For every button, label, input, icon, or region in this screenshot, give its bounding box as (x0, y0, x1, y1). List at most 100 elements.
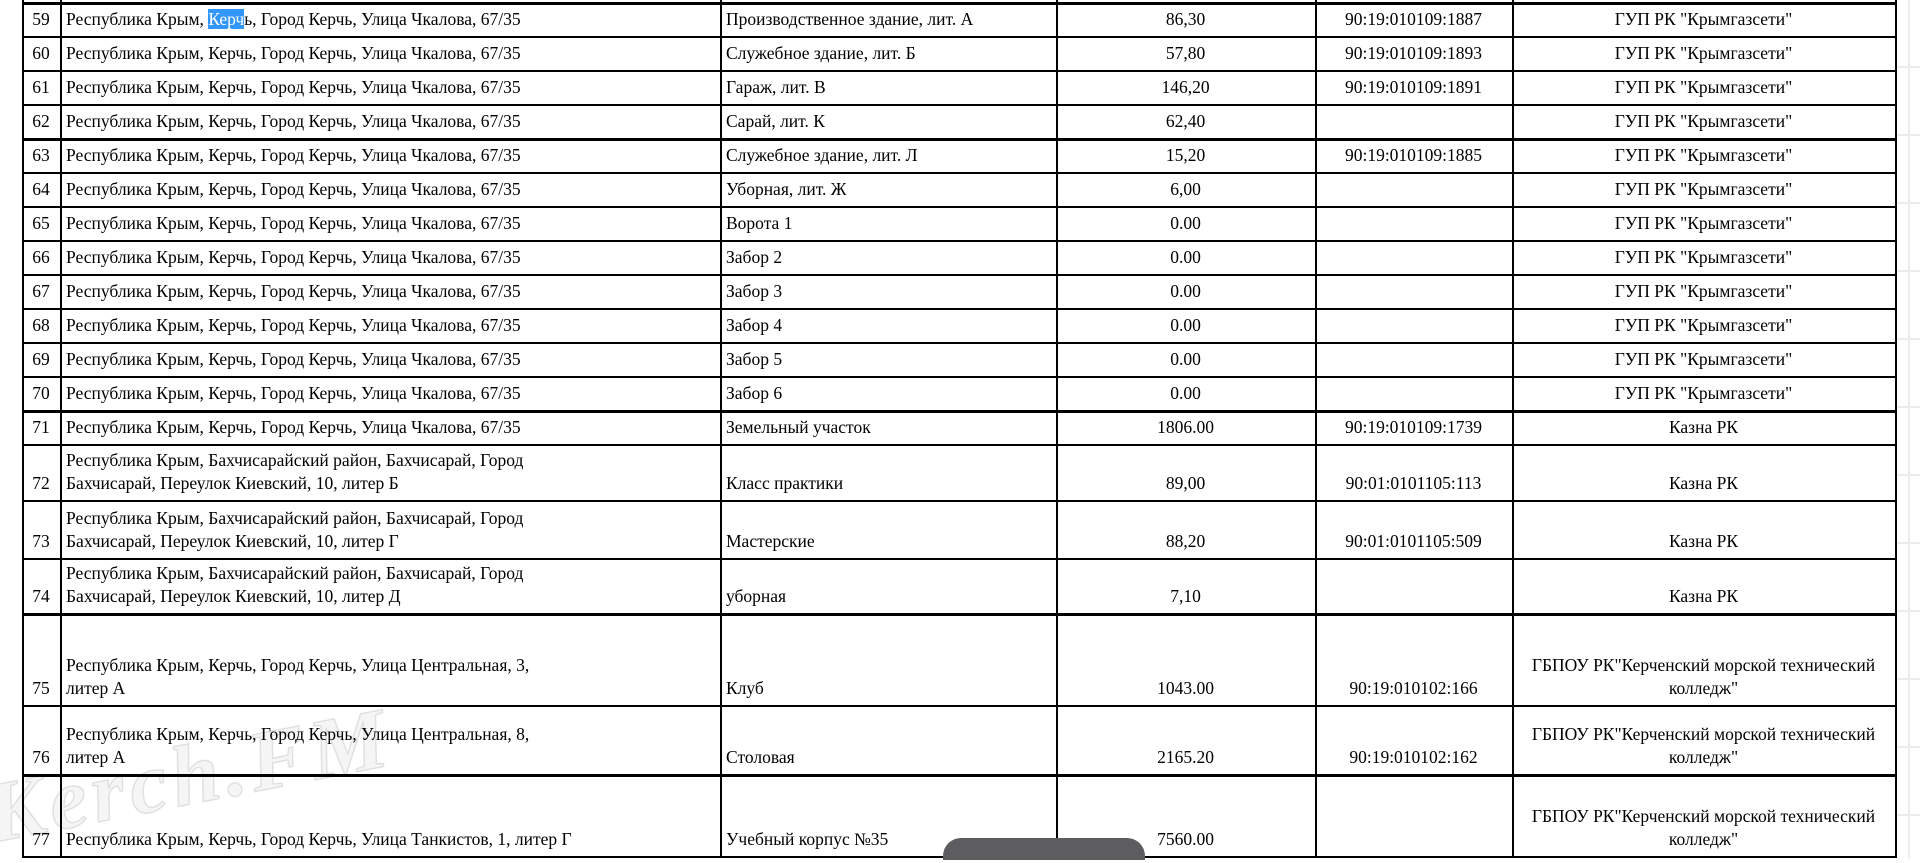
cell-row-number[interactable]: 65 (22, 206, 62, 242)
cell-row-number[interactable]: 59 (22, 2, 62, 38)
cell-cadastral-number[interactable] (1315, 342, 1514, 378)
cell-object-name[interactable]: Забор 3 (720, 274, 1058, 310)
cell-row-number[interactable]: 61 (22, 70, 62, 106)
cell-address[interactable]: Республика Крым, Керчь, Город Керчь, Ули… (60, 308, 722, 344)
cell-area[interactable]: 146,20 (1056, 70, 1317, 106)
cell-owner[interactable]: ГУП РК "Крымгазсети" (1512, 308, 1897, 344)
cell-owner[interactable]: ГУП РК "Крымгазсети" (1512, 342, 1897, 378)
cell-address[interactable]: Республика Крым, Керчь, Город Керчь, Ули… (60, 613, 722, 707)
cell-row-number[interactable]: 68 (22, 308, 62, 344)
cell-address[interactable]: Республика Крым, Керчь, Город Керчь, Ули… (60, 36, 722, 72)
cell-address[interactable]: Республика Крым, Бахчисарайский район, Б… (60, 444, 722, 502)
cell-row-number[interactable]: 69 (22, 342, 62, 378)
cell-owner[interactable]: Казна РК (1512, 410, 1897, 446)
cell-object-name[interactable]: Забор 5 (720, 342, 1058, 378)
cell-owner[interactable]: ГУП РК "Крымгазсети" (1512, 36, 1897, 72)
cell-owner[interactable]: Казна РК (1512, 444, 1897, 502)
cell-row-number[interactable]: 71 (22, 410, 62, 446)
cell-area[interactable]: 89,00 (1056, 444, 1317, 502)
cell-area[interactable]: 0.00 (1056, 308, 1317, 344)
cell-address[interactable]: Республика Крым, Керчь, Город Керчь, Ули… (60, 342, 722, 378)
cell-owner[interactable]: ГУП РК "Крымгазсети" (1512, 104, 1897, 141)
cell-address[interactable]: Республика Крым, Бахчисарайский район, Б… (60, 500, 722, 560)
cell-cadastral-number[interactable] (1315, 308, 1514, 344)
cell-area[interactable]: 0.00 (1056, 206, 1317, 242)
cell-row-number[interactable]: 67 (22, 274, 62, 310)
cell-row-number[interactable]: 63 (22, 138, 62, 174)
cell-cadastral-number[interactable] (1315, 172, 1514, 208)
cell-object-name[interactable]: Забор 6 (720, 376, 1058, 413)
cell-object-name[interactable]: Сарай, лит. К (720, 104, 1058, 141)
cell-address[interactable]: Республика Крым, Керчь, Город Керчь, Ули… (60, 274, 722, 310)
cell-address[interactable]: Республика Крым, Керчь, Город Керчь, Ули… (60, 704, 722, 777)
cell-area[interactable]: 1806.00 (1056, 410, 1317, 446)
cell-area[interactable]: 15,20 (1056, 138, 1317, 174)
cell-cadastral-number[interactable] (1315, 558, 1514, 616)
cell-address[interactable]: Республика Крым, Керчь, Город Керчь, Ули… (60, 410, 722, 446)
cell-owner[interactable]: ГУП РК "Крымгазсети" (1512, 138, 1897, 174)
cell-object-name[interactable]: Класс практики (720, 444, 1058, 502)
cell-cadastral-number[interactable] (1315, 206, 1514, 242)
cell-address[interactable]: Республика Крым, Керчь, Город Керчь, Ули… (60, 774, 722, 858)
cell-object-name[interactable]: Уборная, лит. Ж (720, 172, 1058, 208)
cell-row-number[interactable]: 74 (22, 558, 62, 616)
cell-row-number[interactable]: 76 (22, 704, 62, 777)
cell-object-name[interactable]: Столовая (720, 704, 1058, 777)
cell-area[interactable]: 0.00 (1056, 274, 1317, 310)
cell-object-name[interactable]: Мастерские (720, 500, 1058, 560)
cell-object-name[interactable]: Производственное здание, лит. А (720, 2, 1058, 38)
cell-object-name[interactable]: Служебное здание, лит. Б (720, 36, 1058, 72)
cell-address[interactable]: Республика Крым, Керчь, Город Керчь, Ули… (60, 2, 722, 38)
cell-cadastral-number[interactable] (1315, 104, 1514, 141)
cell-area[interactable]: 0.00 (1056, 342, 1317, 378)
cell-area[interactable]: 88,20 (1056, 500, 1317, 560)
cell-owner[interactable]: ГБПОУ РК"Керченский морской технический … (1512, 774, 1897, 858)
cell-area[interactable]: 6,00 (1056, 172, 1317, 208)
cell-owner[interactable]: ГУП РК "Крымгазсети" (1512, 376, 1897, 413)
cell-row-number[interactable]: 64 (22, 172, 62, 208)
cell-row-number[interactable]: 70 (22, 376, 62, 413)
cell-owner[interactable]: ГУП РК "Крымгазсети" (1512, 274, 1897, 310)
cell-address[interactable]: Республика Крым, Керчь, Город Керчь, Ули… (60, 70, 722, 106)
cell-owner[interactable]: ГУП РК "Крымгазсети" (1512, 2, 1897, 38)
cell-row-number[interactable]: 66 (22, 240, 62, 276)
search-highlight-selection[interactable]: Керч (208, 9, 245, 29)
cell-cadastral-number[interactable]: 90:19:010109:1887 (1315, 2, 1514, 38)
cell-row-number[interactable]: 77 (22, 774, 62, 858)
cell-object-name[interactable]: Ворота 1 (720, 206, 1058, 242)
cell-row-number[interactable]: 72 (22, 444, 62, 502)
cell-cadastral-number[interactable]: 90:19:010109:1893 (1315, 36, 1514, 72)
cell-object-name[interactable]: Служебное здание, лит. Л (720, 138, 1058, 174)
cell-cadastral-number[interactable]: 90:01:0101105:509 (1315, 500, 1514, 560)
cell-address[interactable]: Республика Крым, Керчь, Город Керчь, Ули… (60, 240, 722, 276)
cell-row-number[interactable]: 60 (22, 36, 62, 72)
cell-cadastral-number[interactable] (1315, 240, 1514, 276)
cell-area[interactable]: 62,40 (1056, 104, 1317, 141)
cell-owner[interactable]: ГУП РК "Крымгазсети" (1512, 240, 1897, 276)
cell-address[interactable]: Республика Крым, Керчь, Город Керчь, Ули… (60, 206, 722, 242)
cell-address[interactable]: Республика Крым, Бахчисарайский район, Б… (60, 558, 722, 616)
cell-owner[interactable]: ГУП РК "Крымгазсети" (1512, 70, 1897, 106)
cell-address[interactable]: Республика Крым, Керчь, Город Керчь, Ули… (60, 376, 722, 413)
bottom-overlay-pill[interactable] (943, 838, 1145, 860)
cell-row-number[interactable]: 62 (22, 104, 62, 141)
cell-cadastral-number[interactable]: 90:19:010109:1891 (1315, 70, 1514, 106)
cell-area[interactable]: 1043.00 (1056, 613, 1317, 707)
cell-row-number[interactable]: 73 (22, 500, 62, 560)
cell-owner[interactable]: Казна РК (1512, 558, 1897, 616)
cell-cadastral-number[interactable]: 90:01:0101105:113 (1315, 444, 1514, 502)
cell-area[interactable]: 0.00 (1056, 240, 1317, 276)
cell-cadastral-number[interactable]: 90:19:010102:162 (1315, 704, 1514, 777)
cell-owner[interactable]: ГБПОУ РК"Керченский морской технический … (1512, 704, 1897, 777)
cell-object-name[interactable]: Забор 2 (720, 240, 1058, 276)
cell-area[interactable]: 2165.20 (1056, 704, 1317, 777)
cell-address[interactable]: Республика Крым, Керчь, Город Керчь, Ули… (60, 104, 722, 141)
cell-area[interactable]: 57,80 (1056, 36, 1317, 72)
cell-owner[interactable]: ГУП РК "Крымгазсети" (1512, 206, 1897, 242)
cell-cadastral-number[interactable] (1315, 274, 1514, 310)
cell-object-name[interactable]: Земельный участок (720, 410, 1058, 446)
cell-object-name[interactable]: Гараж, лит. В (720, 70, 1058, 106)
cell-area[interactable]: 86,30 (1056, 2, 1317, 38)
cell-cadastral-number[interactable]: 90:19:010109:1739 (1315, 410, 1514, 446)
cell-area[interactable]: 7,10 (1056, 558, 1317, 616)
